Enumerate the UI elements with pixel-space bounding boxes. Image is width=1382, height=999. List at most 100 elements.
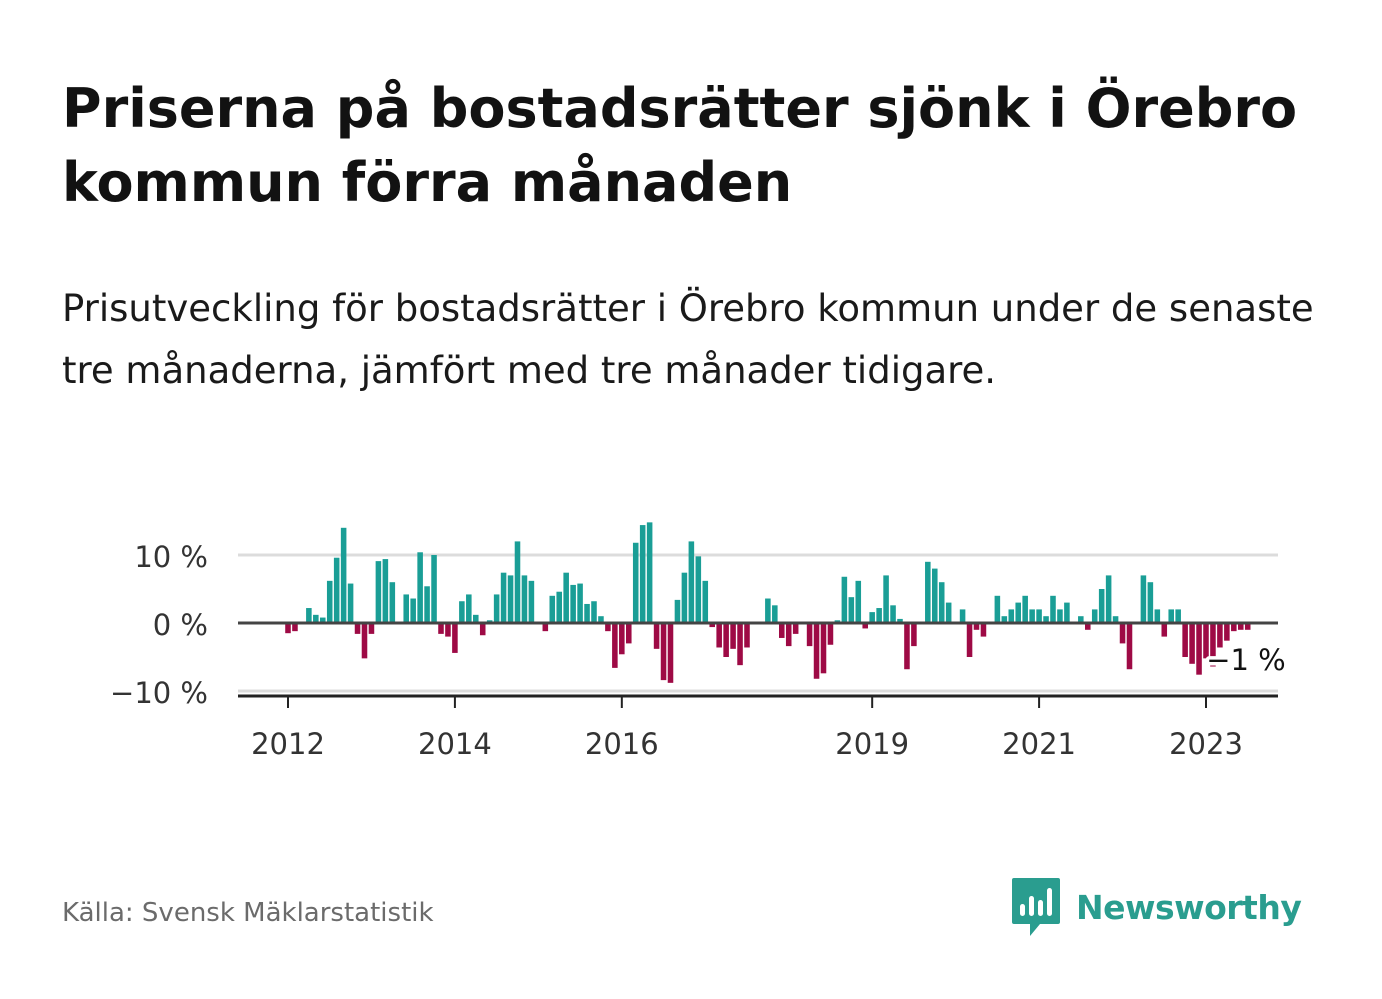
bar <box>1078 616 1084 623</box>
bar <box>827 623 834 645</box>
bar <box>897 618 903 623</box>
bar <box>292 623 298 632</box>
bar <box>1189 623 1195 664</box>
bar <box>1085 623 1091 630</box>
bar <box>347 583 354 623</box>
bar <box>792 623 799 634</box>
bar <box>500 572 507 623</box>
bar <box>1210 623 1216 667</box>
bar <box>320 617 326 623</box>
x-tick-label: 2016 <box>585 727 659 761</box>
bar <box>1057 609 1063 623</box>
x-tick-label: 2014 <box>418 727 492 761</box>
bar <box>306 608 312 623</box>
bar <box>493 594 500 623</box>
bar <box>1105 575 1112 623</box>
bar <box>1043 616 1049 623</box>
bar <box>862 623 868 629</box>
bar <box>779 623 785 638</box>
bar <box>813 623 820 679</box>
bar <box>1147 582 1154 623</box>
bar <box>1238 623 1244 630</box>
brand-logo[interactable]: Newsworthy <box>1010 876 1302 938</box>
bar <box>938 582 945 623</box>
chart-title: Priserna på bostadsrätter sjönk i Örebro… <box>62 77 1298 214</box>
bar <box>445 623 451 637</box>
bar <box>382 559 389 623</box>
bar <box>681 572 688 623</box>
bar <box>980 623 987 637</box>
bar <box>1064 602 1070 623</box>
x-tick-label: 2012 <box>251 727 325 761</box>
bar <box>473 614 479 623</box>
bar <box>285 623 291 634</box>
bar <box>1140 575 1147 623</box>
x-tick-label: 2023 <box>1169 727 1243 761</box>
bar <box>653 623 660 649</box>
bar <box>1036 609 1042 623</box>
bar <box>563 572 569 623</box>
bar <box>431 555 437 623</box>
bar <box>605 623 611 632</box>
bar <box>820 623 827 674</box>
bar <box>438 623 444 634</box>
bar <box>313 614 319 623</box>
bar <box>772 605 778 623</box>
bar <box>424 586 430 623</box>
bar-chart-speech-bubble-icon <box>1012 878 1060 936</box>
bar <box>785 623 792 647</box>
bar <box>612 623 618 668</box>
bar <box>340 527 347 623</box>
bar <box>841 576 848 623</box>
last-value-label: −1 % <box>1206 643 1286 677</box>
bar <box>542 623 549 632</box>
bar <box>667 623 674 683</box>
bar <box>368 623 375 634</box>
bar <box>695 556 702 623</box>
bar <box>688 541 695 623</box>
bar <box>1091 609 1098 623</box>
bar <box>1175 609 1181 623</box>
bar <box>1112 616 1119 623</box>
bar <box>966 623 973 657</box>
bar <box>466 594 472 623</box>
bar <box>1126 623 1133 670</box>
bar <box>904 623 910 670</box>
bar <box>1098 589 1105 623</box>
x-tick-label: 2021 <box>1002 727 1076 761</box>
source-credit: Källa: Svensk Mäklarstatistik <box>62 898 434 928</box>
bar <box>479 623 486 636</box>
bar <box>932 568 938 623</box>
bar <box>911 623 917 647</box>
bar <box>1001 616 1008 623</box>
bar <box>1029 609 1035 623</box>
bar <box>744 623 750 648</box>
bar <box>598 616 604 623</box>
bar <box>361 623 368 659</box>
bar <box>375 561 382 623</box>
bar <box>1231 623 1237 632</box>
bar <box>1015 602 1021 623</box>
bar <box>570 584 576 623</box>
bar <box>883 575 889 623</box>
bar <box>855 580 862 623</box>
bar <box>549 595 556 623</box>
bar <box>1203 623 1209 659</box>
bar <box>354 623 361 634</box>
bar <box>890 605 896 623</box>
bar <box>1161 623 1168 637</box>
y-tick-label: −10 % <box>110 676 208 710</box>
bar <box>521 575 528 623</box>
bar <box>1244 623 1251 630</box>
bar <box>333 557 340 623</box>
y-tick-label: 10 % <box>134 540 208 574</box>
bar <box>1182 623 1188 657</box>
bar <box>389 582 396 623</box>
bar <box>723 623 729 657</box>
bar <box>1224 623 1230 641</box>
bar <box>639 525 646 623</box>
bar <box>959 609 966 623</box>
bar <box>806 623 813 647</box>
bar <box>514 541 521 623</box>
bar <box>417 552 423 623</box>
